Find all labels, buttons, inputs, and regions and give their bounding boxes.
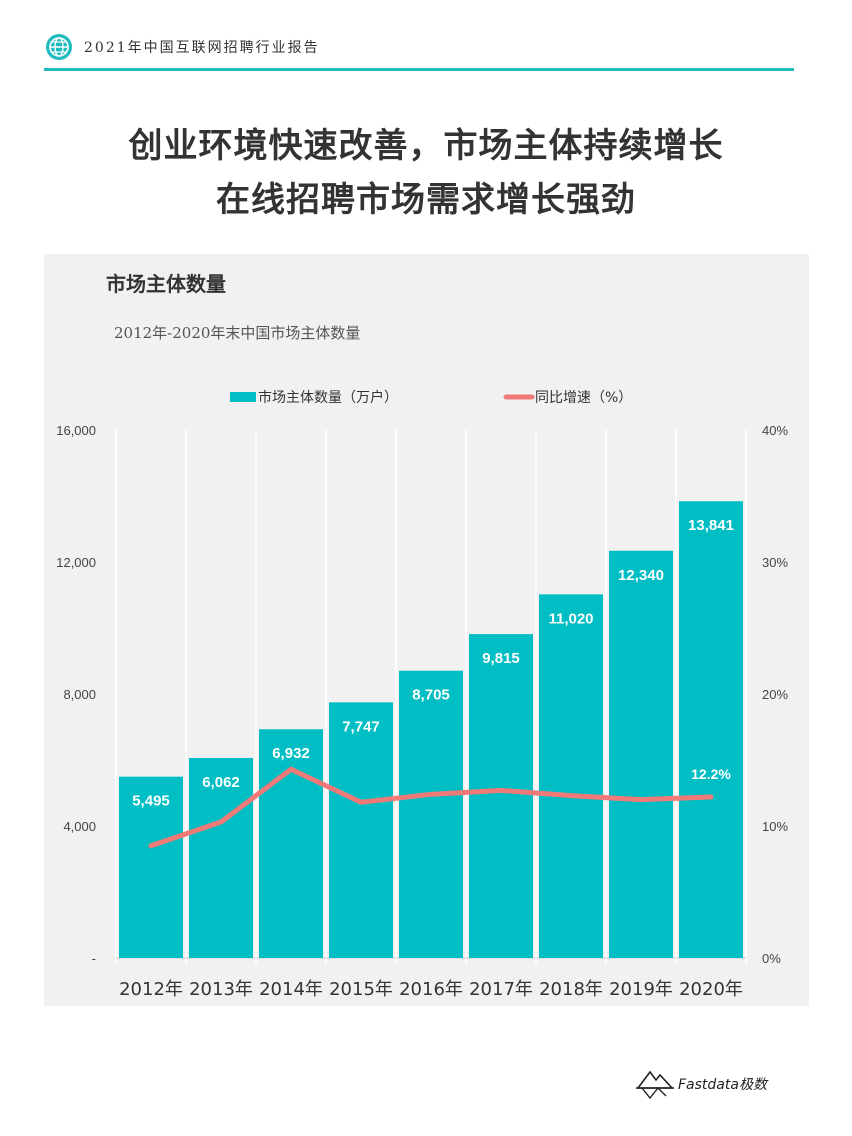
y-left-tick-label: 16,000 <box>56 423 96 438</box>
page-title-line-2: 在线招聘市场需求增长强劲 <box>216 180 636 220</box>
bar-value-label: 5,495 <box>132 793 170 810</box>
combo-chart: - 4,000 8,000 12,000 16,000 0% 10% 20% 30% 40% 5,4… <box>56 389 788 1000</box>
y-right-tick-label: 40% <box>762 423 788 438</box>
growth-rate-point <box>569 794 573 798</box>
chart-subtitle: 2012年-2020年末中国市场主体数量 <box>114 324 361 342</box>
x-tick-label: 2017年 <box>469 979 533 1000</box>
y-right-tick-label: 10% <box>762 819 788 834</box>
chart-panel: 市场主体数量 2012年-2020年末中国市场主体数量 - 4,000 8,000 1… <box>44 254 809 1006</box>
legend-swatch-bars <box>230 392 256 402</box>
report-header-title: 2021年中国互联网招聘行业报告 <box>84 40 320 56</box>
growth-rate-point <box>639 798 643 802</box>
y-left-tick-label: 12,000 <box>56 555 96 570</box>
bar-value-label: 6,932 <box>272 745 310 762</box>
footer-logo-text: Fastdata极数 <box>678 1077 767 1093</box>
x-tick-label: 2020年 <box>679 979 743 1000</box>
report-header: 2021年中国互联网招聘行业报告 <box>44 30 794 71</box>
bar-value-label: 9,815 <box>482 650 520 667</box>
chart-title: 市场主体数量 <box>106 272 226 296</box>
footer-logo: Fastdata极数 <box>636 1066 796 1102</box>
bar-2018年 <box>539 594 603 958</box>
bar-value-label: 12,340 <box>618 567 664 584</box>
growth-rate-point <box>219 820 223 824</box>
y-right-tick-label: 20% <box>762 687 788 702</box>
bar-2012年 <box>119 776 183 958</box>
bar-value-label: 8,705 <box>412 687 450 704</box>
bar-2013年 <box>189 757 253 958</box>
x-tick-label: 2014年 <box>259 979 323 1000</box>
bar-2020年 <box>679 501 743 958</box>
x-tick-label: 2015年 <box>329 979 393 1000</box>
x-tick-label: 2012年 <box>119 979 183 1000</box>
x-tick-label: 2018年 <box>539 979 603 1000</box>
bar-2014年 <box>259 729 323 958</box>
growth-rate-point <box>429 792 433 796</box>
y-right-tick-label: 30% <box>762 555 788 570</box>
bar-value-label: 11,020 <box>548 610 593 627</box>
bar-2019年 <box>609 550 673 958</box>
y-left-tick-label: - <box>92 951 96 966</box>
bar-2015年 <box>329 702 393 958</box>
page-title-line-1: 创业环境快速改善，市场主体持续增长 <box>128 126 724 166</box>
y-right-tick-label: 0% <box>762 951 781 966</box>
x-tick-label: 2016年 <box>399 979 463 1000</box>
legend-label-bars: 市场主体数量（万户） <box>258 389 398 406</box>
bar-value-label: 13,841 <box>688 517 734 534</box>
legend-label-line: 同比增速（%） <box>535 390 632 406</box>
bar-2017年 <box>469 634 533 958</box>
growth-rate-point <box>289 767 293 771</box>
bar-value-label: 7,747 <box>342 718 380 735</box>
line-value-label: 12.2% <box>691 766 731 782</box>
bar-2016年 <box>399 670 463 958</box>
globe-icon <box>46 34 72 60</box>
mountain-logo-icon <box>636 1070 674 1100</box>
growth-rate-point <box>499 788 503 792</box>
growth-rate-point <box>149 844 153 848</box>
bar-value-label: 6,062 <box>202 774 240 791</box>
x-tick-label: 2019年 <box>609 979 673 1000</box>
header-divider <box>44 68 794 71</box>
x-tick-label: 2013年 <box>189 979 253 1000</box>
growth-rate-point <box>359 800 363 804</box>
growth-rate-point <box>709 795 713 799</box>
y-left-tick-label: 8,000 <box>63 687 96 702</box>
y-left-tick-label: 4,000 <box>63 819 96 834</box>
